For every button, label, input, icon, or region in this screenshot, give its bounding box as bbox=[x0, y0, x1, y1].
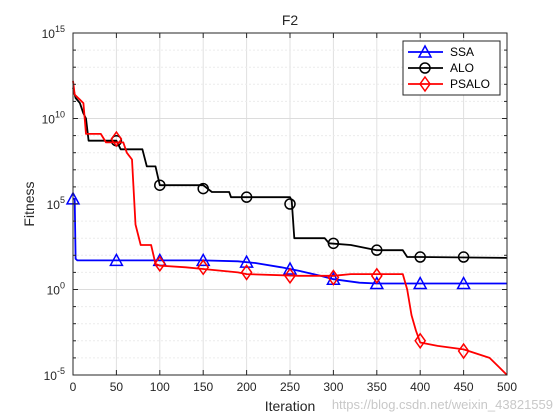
watermark: https://blog.csdn.net/weixin_43821559 bbox=[332, 397, 553, 412]
x-tick-label: 300 bbox=[323, 380, 343, 394]
legend-label-psalo: PSALO bbox=[450, 77, 490, 91]
series-marker-alo bbox=[414, 251, 426, 263]
series-marker-alo bbox=[284, 198, 296, 210]
x-tick-label: 200 bbox=[237, 380, 257, 394]
series-marker-ssa bbox=[195, 252, 211, 267]
y-tick-label: 105 bbox=[47, 195, 65, 212]
legend-label-alo: ALO bbox=[450, 61, 474, 75]
x-tick-label: 50 bbox=[110, 380, 124, 394]
x-tick-label: 0 bbox=[70, 380, 77, 394]
series-line-ssa bbox=[73, 198, 507, 285]
series-marker-ssa bbox=[282, 261, 298, 275]
series-marker-alo bbox=[154, 179, 166, 191]
series-marker-ssa bbox=[412, 275, 428, 290]
series-marker-psalo bbox=[284, 267, 296, 285]
series-marker-psalo bbox=[414, 332, 427, 350]
x-tick-label: 150 bbox=[193, 380, 213, 394]
series-marker-ssa bbox=[369, 275, 385, 290]
x-tick-label: 350 bbox=[367, 380, 387, 394]
y-tick-label: 100 bbox=[47, 281, 65, 298]
series-marker-ssa bbox=[456, 275, 471, 290]
series-marker-psalo bbox=[153, 255, 166, 273]
y-tick-label: 10-5 bbox=[44, 366, 65, 383]
x-axis-label: Iteration bbox=[265, 398, 316, 414]
series-marker-psalo bbox=[240, 264, 253, 281]
y-tick-label: 1015 bbox=[42, 24, 65, 41]
chart-title: F2 bbox=[282, 12, 299, 28]
ticks: 0 50 100 150 200 250 300 350 400 450 500 10-5 100 105… bbox=[42, 24, 518, 394]
legend-marker-ssa bbox=[417, 44, 433, 58]
y-tick-label: 1010 bbox=[42, 110, 65, 127]
series-marker-alo bbox=[240, 191, 253, 203]
x-tick-label: 400 bbox=[410, 380, 430, 394]
series-marker-alo bbox=[371, 244, 383, 256]
legend-label-ssa: SSA bbox=[450, 45, 474, 59]
series-alo bbox=[72, 87, 508, 263]
legend-item-ssa: SSA bbox=[408, 44, 474, 59]
legend-marker-psalo bbox=[419, 75, 431, 93]
y-axis-label: Fitness bbox=[21, 181, 37, 226]
x-tick-label: 500 bbox=[497, 380, 517, 394]
series-psalo bbox=[72, 80, 508, 376]
series-marker-psalo bbox=[370, 267, 383, 285]
legend-item-psalo: PSALO bbox=[408, 75, 490, 93]
series-marker-psalo bbox=[327, 269, 340, 286]
series-marker-alo bbox=[457, 251, 470, 263]
x-tick-label: 450 bbox=[454, 380, 474, 394]
x-tick-label: 100 bbox=[150, 380, 170, 394]
series-marker-alo bbox=[327, 237, 340, 250]
series-marker-ssa bbox=[239, 254, 254, 268]
legend-marker-alo bbox=[419, 62, 431, 74]
legend-item-alo: ALO bbox=[408, 61, 474, 75]
series-marker-psalo bbox=[110, 130, 123, 148]
series-marker-psalo bbox=[457, 342, 470, 360]
series-layer bbox=[65, 80, 508, 376]
series-marker-alo bbox=[197, 182, 209, 195]
series-marker-psalo bbox=[197, 258, 210, 276]
series-marker-ssa bbox=[109, 252, 124, 267]
series-line-alo bbox=[72, 87, 508, 259]
series-line-psalo bbox=[72, 80, 508, 376]
x-tick-label: 250 bbox=[280, 380, 300, 394]
legend: SSA ALO PSALO bbox=[402, 40, 501, 96]
